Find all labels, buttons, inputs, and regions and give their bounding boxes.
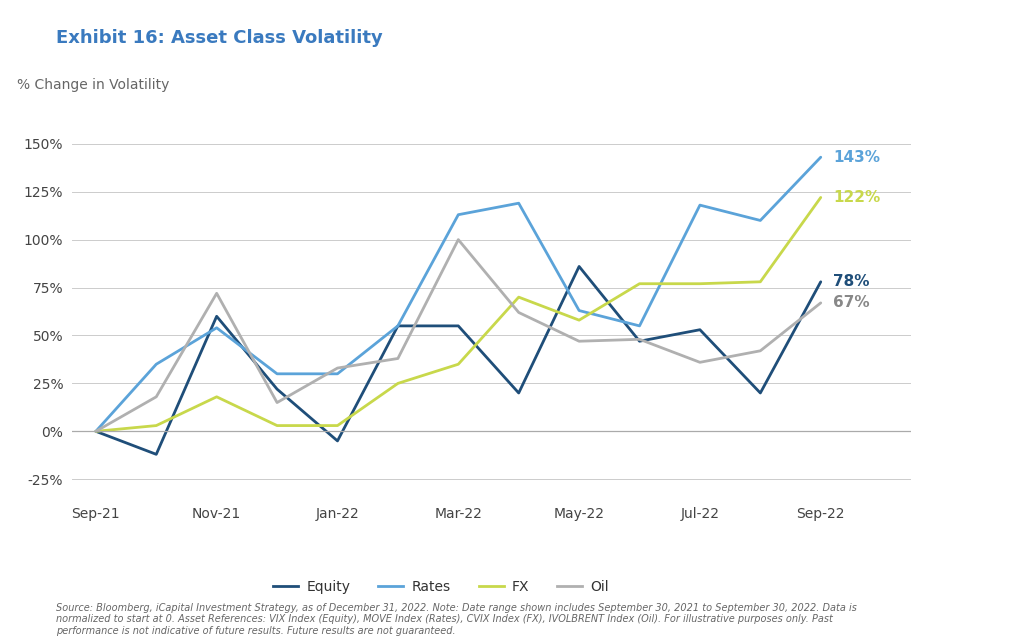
Text: Exhibit 16: Asset Class Volatility: Exhibit 16: Asset Class Volatility [56, 29, 383, 47]
Text: % Change in Volatility: % Change in Volatility [17, 78, 170, 92]
Text: 67%: 67% [833, 295, 869, 311]
Text: 122%: 122% [833, 190, 880, 205]
Legend: Equity, Rates, FX, Oil: Equity, Rates, FX, Oil [267, 574, 614, 599]
Text: Source: Bloomberg, iCapital Investment Strategy, as of December 31, 2022. Note: : Source: Bloomberg, iCapital Investment S… [56, 603, 857, 636]
Text: 143%: 143% [833, 150, 880, 165]
Text: 78%: 78% [833, 274, 869, 289]
